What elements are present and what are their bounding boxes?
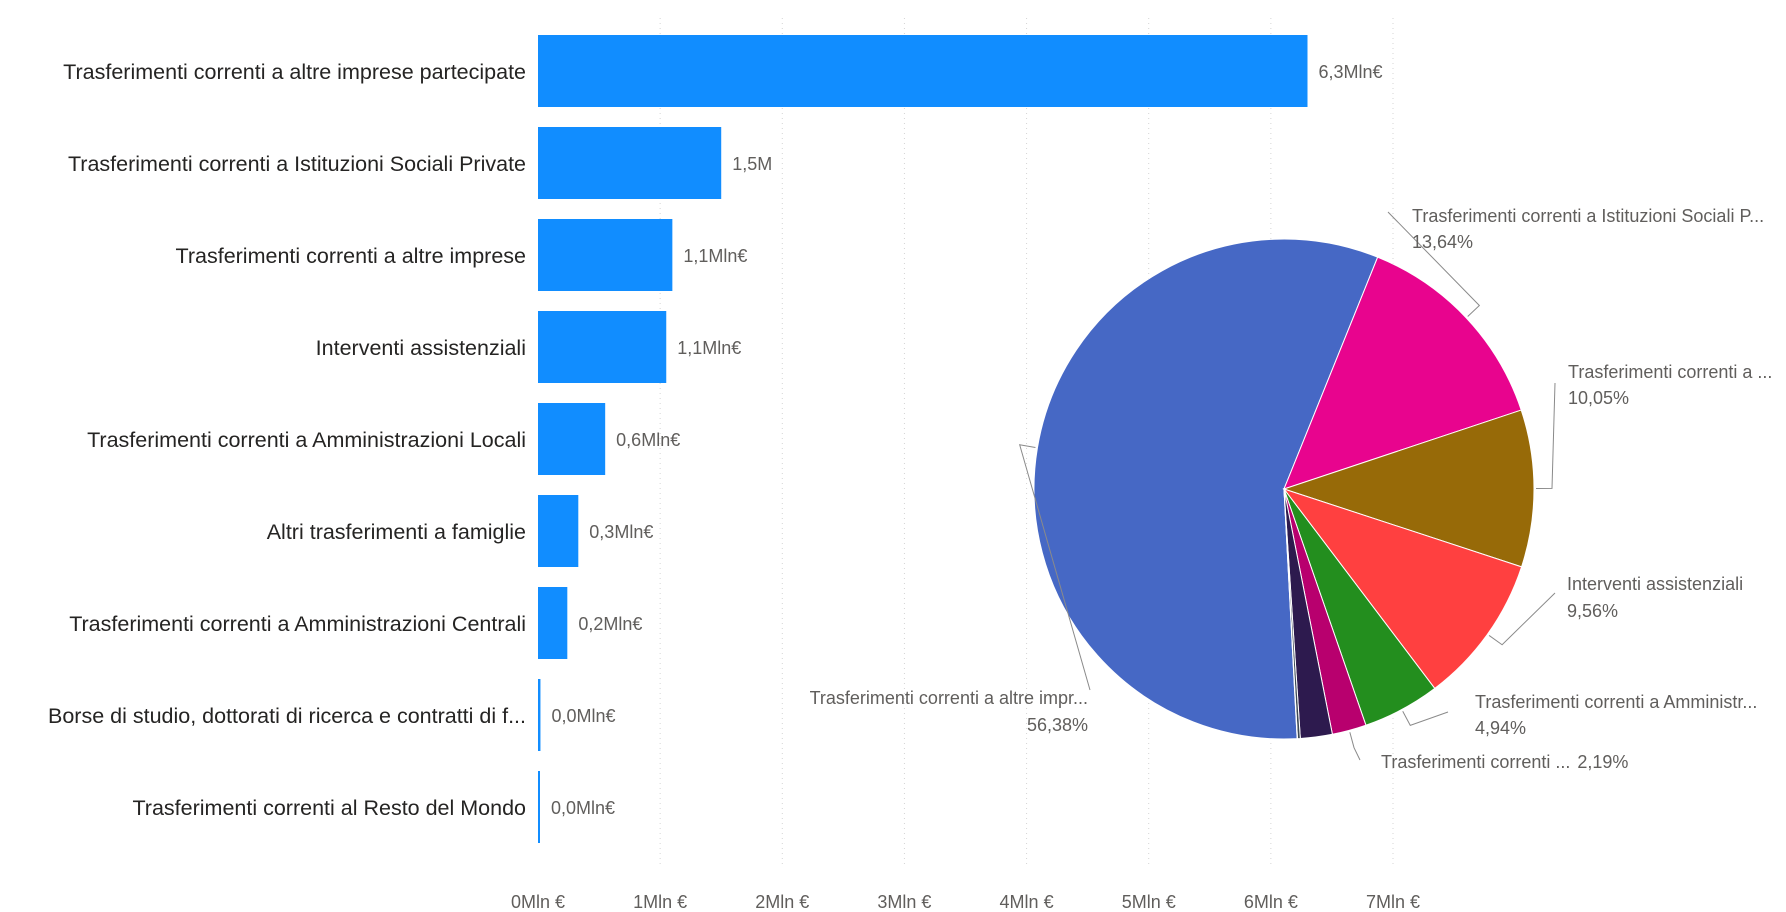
bar-data-label: 6,3Mln€ [1319,62,1383,82]
x-tick-label: 5Mln € [1122,892,1176,912]
pie-slice-name: Trasferimenti correnti a ... [1568,362,1772,382]
x-tick-label: 1Mln € [633,892,687,912]
x-tick-label: 4Mln € [1000,892,1054,912]
bar[interactable] [538,35,1308,107]
pie-slice-name: Trasferimenti correnti a Istituzioni Soc… [1412,206,1764,226]
bar[interactable] [538,495,578,567]
bar[interactable] [538,403,605,475]
pie-slice-name: Trasferimenti correnti ... [1381,752,1570,772]
bar-category-label: Trasferimenti correnti a Istituzioni Soc… [68,152,526,176]
bar-data-label: 0,0Mln€ [551,798,615,818]
pie-slice-label: Trasferimenti correnti ... 2,19% [1381,752,1628,772]
pie-slice-percent: 56,38% [1027,715,1088,735]
bar[interactable] [538,311,666,383]
pie-slice-name: Trasferimenti correnti a Amministr... [1475,692,1757,712]
bar-chart-x-axis-ticks: 0Mln € 1Mln € 2Mln € 3Mln € 4Mln € 5Mln € 6Mln… [511,892,1420,912]
bar-data-label: 0,2Mln€ [578,614,642,634]
pie-chart: Trasferimenti correnti a altre impr... 56… [810,206,1773,772]
pie-slice-name: Trasferimenti correnti a altre impr... [810,688,1088,708]
bar-category-label: Borse di studio, dottorati di ricerca e … [48,704,526,728]
x-tick-label: 7Mln € [1366,892,1420,912]
bar[interactable] [538,587,567,659]
pie-slice-name: Interventi assistenziali [1567,574,1743,594]
bar-category-label: Trasferimenti correnti a Amministrazioni… [87,428,526,452]
bar-data-label: 0,0Mln€ [551,706,615,726]
pie-slices [1034,239,1534,739]
bar-data-label: 0,3Mln€ [589,522,653,542]
pie-slice-percent: 2,19% [1577,752,1628,772]
bar-category-label: Interventi assistenziali [316,336,526,360]
bar-data-label: 1,5M [732,154,772,174]
pie-slice-percent: 4,94% [1475,718,1526,738]
pie-leader-line [1536,383,1555,488]
bar-category-label: Trasferimenti correnti a altre imprese p… [63,60,526,84]
bar[interactable] [538,679,540,751]
bar-data-label: 1,1Mln€ [683,246,747,266]
bar-category-label: Altri trasferimenti a famiglie [267,520,526,544]
bar[interactable] [538,771,540,843]
pie-leader-line [1403,711,1448,725]
x-tick-label: 6Mln € [1244,892,1298,912]
pie-slice-percent: 9,56% [1567,601,1618,621]
x-tick-label: 2Mln € [755,892,809,912]
bar-category-label: Trasferimenti correnti a altre imprese [176,244,526,268]
x-tick-label: 0Mln € [511,892,565,912]
bar-chart-category-labels: Trasferimenti correnti a altre imprese p… [48,60,526,820]
pie-slice-percent: 13,64% [1412,232,1473,252]
bar[interactable] [538,127,721,199]
bar-category-label: Trasferimenti correnti al Resto del Mond… [132,796,526,820]
bar-data-label: 1,1Mln€ [677,338,741,358]
pie-slice-percent: 10,05% [1568,388,1629,408]
pie-leader-line [1350,732,1360,760]
bar-category-label: Trasferimenti correnti a Amministrazioni… [69,612,526,636]
x-tick-label: 3Mln € [877,892,931,912]
bar[interactable] [538,219,672,291]
bar-data-label: 0,6Mln€ [616,430,680,450]
